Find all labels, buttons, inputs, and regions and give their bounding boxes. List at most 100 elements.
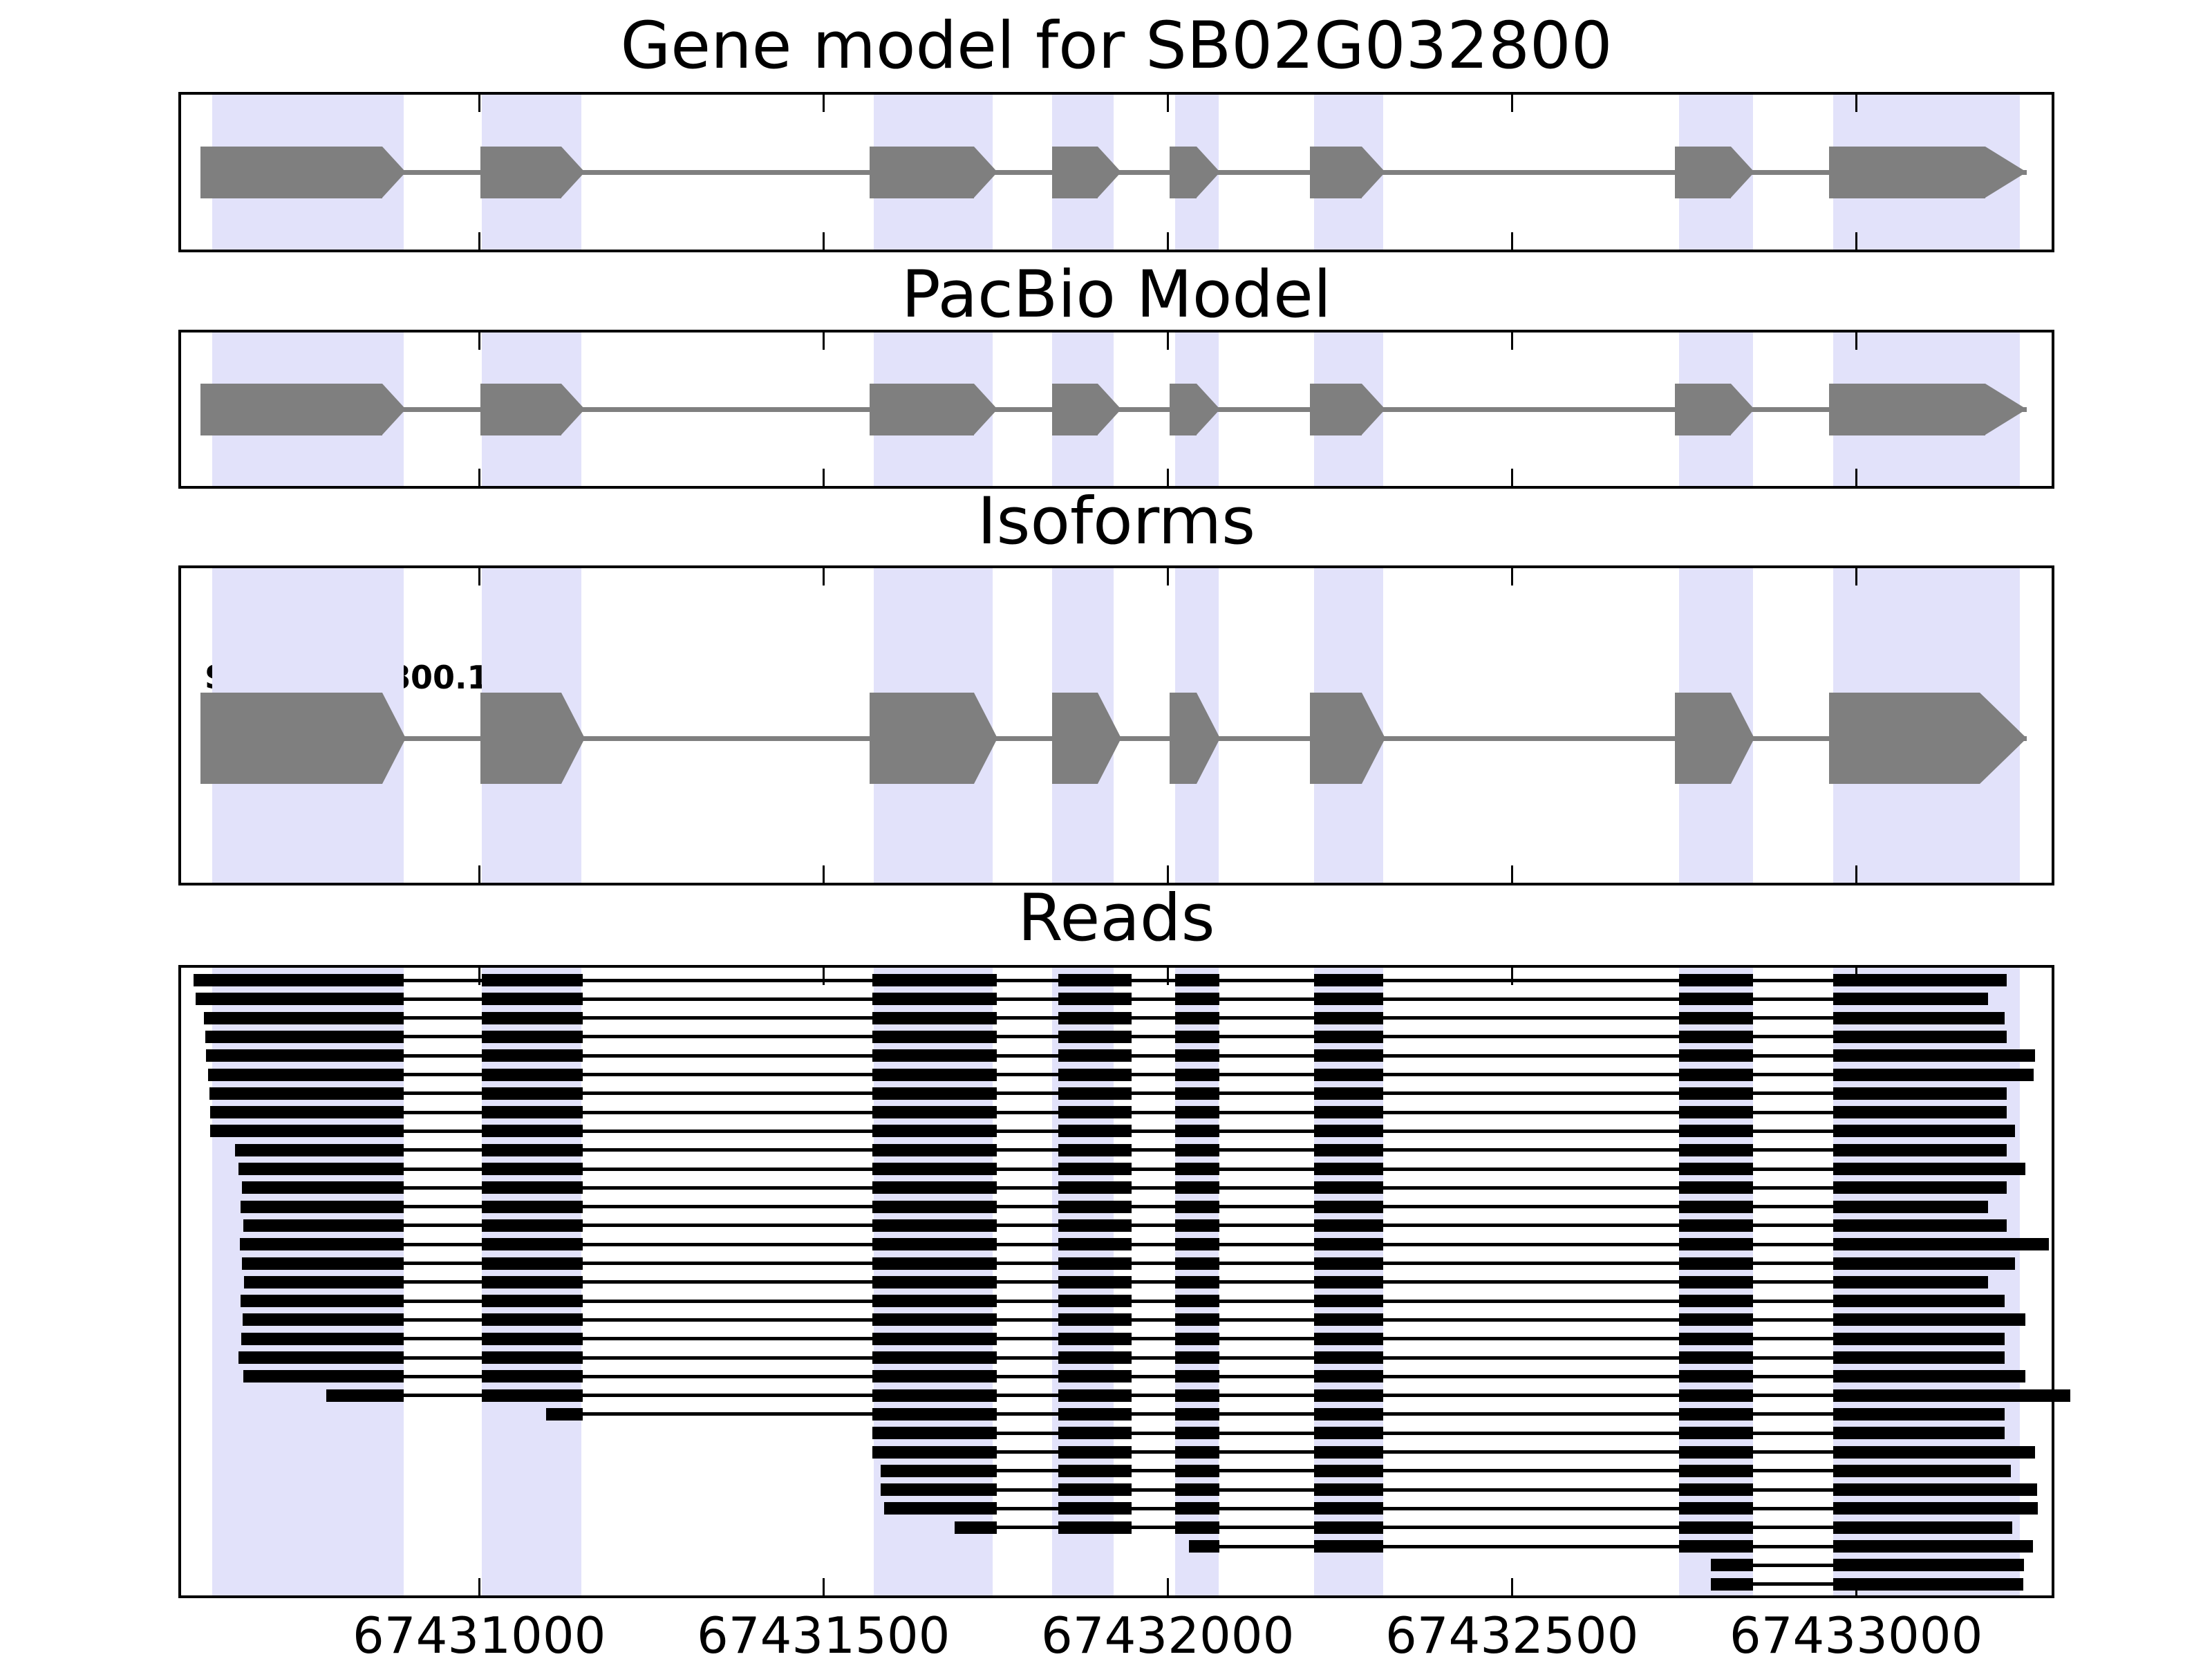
exon-block [200,693,382,784]
read-exon-bar [1058,993,1132,1006]
read-exon-bar [1058,1389,1132,1402]
x-tick-label: 67432500 [1385,1606,1639,1659]
read-exon-bar [1679,1163,1753,1175]
exon-arrow-tip [1730,693,1754,784]
exon-arrow-tip [382,146,406,198]
read-exon-bar [1175,1125,1219,1138]
read-exon-bar [1833,1181,2007,1194]
read-exon-bar [1679,1445,1753,1459]
read-exon-bar [1833,1238,2050,1251]
read-exon-bar [482,1275,583,1288]
read-alignment-line [872,1431,2005,1435]
exon-block [869,693,975,784]
axis-tick-mark [1855,232,1857,250]
read-exon-bar [1679,1030,1753,1043]
read-alignment-line [238,1167,2026,1171]
read-exon-bar [482,1030,583,1043]
exon-block [869,383,975,435]
read-exon-bar [241,1257,404,1270]
read-exon-bar [872,1030,997,1043]
axis-tick-mark [1166,232,1169,250]
read-alignment-line [239,1242,2050,1246]
read-exon-bar [1314,1295,1383,1308]
read-exon-bar [1679,1257,1753,1270]
read-exon-bar [1833,1257,2016,1270]
read-exon-bar [482,1200,583,1213]
read-exon-bar [1175,1068,1219,1081]
read-exon-bar [1833,1011,2005,1024]
read-exon-bar [1175,974,1219,986]
read-exon-bar [1175,1257,1219,1270]
read-exon-bar [872,1181,997,1194]
read-exon-bar [1314,1427,1383,1440]
read-exon-bar [1833,1313,2026,1327]
exon-arrow-tip [1730,146,1754,198]
read-alignment-line [880,1469,2012,1473]
read-exon-bar [1175,1502,1219,1515]
exon-arrow-tip [1361,146,1385,198]
read-exon-bar [482,1087,583,1100]
read-exon-bar [1058,1407,1132,1421]
read-exon-bar [1679,1219,1753,1232]
x-tick-label: 67433000 [1729,1606,1983,1659]
read-exon-bar [1058,1219,1132,1232]
exon-block [200,383,382,435]
axis-tick-mark [478,568,480,585]
read-exon-bar [872,1389,997,1402]
read-exon-bar [1058,1125,1132,1138]
x-tick-label: 67431000 [353,1606,606,1659]
read-exon-bar [243,1275,404,1288]
read-exon-bar [1314,1181,1383,1194]
axis-tick-mark [1510,95,1513,112]
read-exon-bar [1833,1370,2026,1383]
read-exon-bar [1679,974,1753,986]
read-exon-bar [1058,1313,1132,1327]
read-exon-bar [1058,1257,1132,1270]
read-exon-bar [241,1181,404,1194]
read-exon-bar [1175,1143,1219,1156]
axis-tick-mark [822,968,825,985]
read-exon-bar [1679,1521,1753,1534]
read-exon-bar [872,1163,997,1175]
read-exon-bar [1058,1332,1132,1345]
axis-tick-mark [1510,469,1513,486]
read-exon-bar [1314,993,1383,1006]
read-exon-bar [1058,1295,1132,1308]
read-exon-bar [1058,1483,1132,1497]
read-exon-bar [1314,1370,1383,1383]
read-exon-bar [872,1370,997,1383]
read-exon-bar [1833,1445,2036,1459]
read-exon-bar [1679,1502,1753,1515]
exon-arrow-tip [382,693,406,784]
isoforms-title: Isoforms [977,484,1256,559]
axis-tick-mark [1855,568,1857,585]
exon-arrow-tip [561,146,585,198]
exon-block [1170,383,1197,435]
read-exon-bar [1058,1351,1132,1364]
exon-arrow-tip [1098,383,1122,435]
read-exon-bar [883,1502,997,1515]
read-exon-bar [1679,1181,1753,1194]
read-exon-bar [1175,1030,1219,1043]
exon-block [1675,693,1731,784]
read-exon-bar [1679,1370,1753,1383]
read-exon-bar [326,1389,404,1402]
read-exon-bar [1833,1125,2016,1138]
axis-tick-mark [1855,95,1857,112]
read-exon-bar [1679,1011,1753,1024]
axis-tick-mark [1166,332,1169,350]
read-exon-bar [1314,1464,1383,1477]
read-exon-bar [1711,1577,1753,1591]
read-exon-bar [1314,1030,1383,1043]
read-exon-bar [482,1257,583,1270]
axis-tick-mark [822,232,825,250]
read-exon-bar [1314,1389,1383,1402]
read-exon-bar [1679,1049,1753,1062]
read-exon-bar [1058,1502,1132,1515]
read-exon-bar [872,1407,997,1421]
exon-arrow-tip [1730,383,1754,435]
read-exon-bar [545,1407,583,1421]
read-exon-bar [1314,1163,1383,1175]
axis-tick-mark [1166,469,1169,486]
reads-panel [178,965,2070,1598]
